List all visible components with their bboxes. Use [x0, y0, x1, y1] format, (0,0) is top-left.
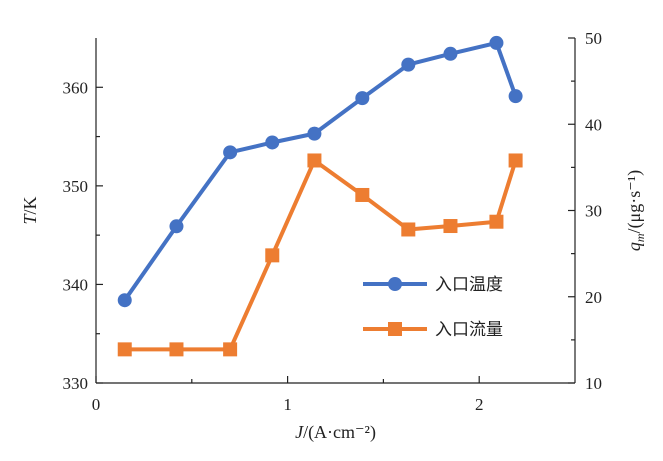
y-right-tick-label: 30: [585, 202, 602, 221]
axes: 0 1 2 330 340 350 360 10 20 30 40 50 J/(A·cm⁻²) T/K qm…: [20, 29, 647, 443]
data-point-1: [169, 219, 184, 234]
x-tick-label: 0: [92, 395, 101, 414]
y-right-axis-title-sub: m: [633, 233, 647, 242]
y-right-tick-label: 20: [585, 288, 602, 307]
data-point-2: [265, 248, 280, 263]
y-right-axis-title: qm/(μg·s⁻¹): [624, 170, 647, 251]
y-left-axis-title-unit: /K: [20, 196, 40, 214]
data-point-2: [508, 153, 523, 168]
data-point-2: [489, 214, 504, 229]
data-point-1: [355, 91, 370, 106]
x-tick-label: 2: [475, 395, 484, 414]
legend-marker-2: [388, 322, 402, 336]
data-point-2: [117, 342, 132, 357]
data-point-2: [355, 187, 370, 202]
data-point-1: [223, 145, 238, 160]
y-left-tick-label: 330: [63, 374, 89, 393]
x-tick-label: 1: [283, 395, 292, 414]
data-point-1: [508, 89, 523, 104]
series-line-2: [124, 158, 518, 352]
data-point-1: [117, 293, 132, 308]
data-point-1: [401, 57, 416, 72]
y-left-tick-label: 360: [63, 78, 89, 97]
y-left-tick-label: 350: [63, 177, 89, 196]
legend-marker-1: [388, 277, 402, 291]
data-point-2: [223, 342, 238, 357]
series-line-1: [123, 40, 518, 302]
data-point-2: [307, 153, 322, 168]
y-left-axis-title-var: T: [20, 213, 40, 225]
y-left-tick-label: 340: [63, 275, 89, 294]
plot-area: [117, 35, 523, 357]
y-right-tick-label: 10: [585, 374, 602, 393]
data-point-1: [489, 35, 504, 50]
data-point-1: [265, 135, 280, 150]
data-point-1: [443, 46, 458, 61]
x-axis-title-var: J: [295, 422, 304, 442]
y-right-axis-title-unit: /(μg·s⁻¹): [624, 170, 645, 234]
y-left-axis-title: T/K: [20, 196, 40, 224]
y-right-tick-label: 40: [585, 115, 602, 134]
data-point-2: [443, 219, 458, 234]
y-right-axis-title-var: q: [624, 242, 644, 251]
y-right-tick-label: 50: [585, 29, 602, 48]
legend-label-1: 入口温度: [435, 275, 503, 295]
x-axis-title: J/(A·cm⁻²): [295, 422, 376, 443]
data-point-1: [307, 126, 322, 141]
data-point-2: [401, 222, 416, 237]
x-axis-title-unit: /(A·cm⁻²): [303, 422, 376, 443]
legend-label-2: 入口流量: [435, 320, 503, 340]
data-point-2: [169, 342, 184, 357]
